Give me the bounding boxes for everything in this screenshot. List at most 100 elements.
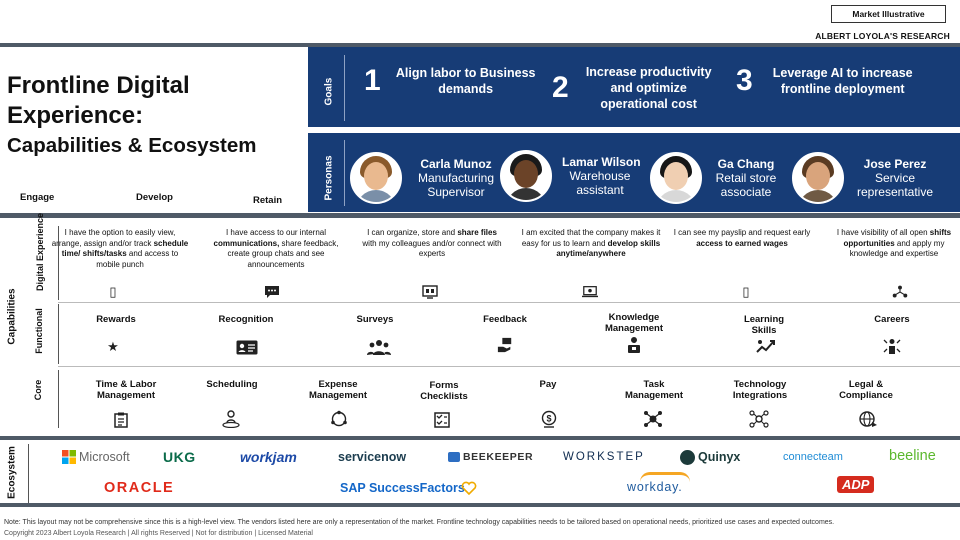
- avatar-body: [656, 190, 696, 202]
- goal-text: Leverage AI to increase frontline deploy…: [772, 66, 913, 96]
- vendor-ukg: UKG: [163, 449, 196, 465]
- footer-note: Note: This layout may not be comprehensi…: [4, 519, 835, 526]
- beekeeper-logo-icon: [448, 452, 460, 462]
- vendor-sap-successfactors: SAP SuccessFactors: [340, 481, 465, 495]
- vendor-servicenow: servicenow: [338, 450, 407, 464]
- share-screen-icon: [422, 284, 438, 300]
- title-line-3: Capabilities & Ecosystem: [7, 134, 257, 157]
- digital-item-wages: I can see my payslip and request early a…: [673, 228, 811, 248]
- digital-item-files: I can organize, store and share files wi…: [362, 228, 502, 258]
- cap-task-management: Task Management: [624, 379, 684, 401]
- goal-number: 1: [364, 64, 381, 97]
- cap-careers: Careers: [874, 314, 910, 325]
- vendor-beeline: beeline: [889, 448, 936, 464]
- persona-info: Lamar Wilson Warehouse assistant: [562, 155, 641, 197]
- persona-lamar[interactable]: Lamar Wilson Warehouse assistant: [500, 150, 641, 202]
- avatar: [650, 152, 702, 204]
- dollar-coin-icon: $: [540, 410, 558, 428]
- persona-carla[interactable]: Carla Munoz Manufacturing Supervisor: [350, 152, 500, 204]
- functional-label: Functional: [34, 308, 44, 354]
- task-network-icon: [643, 411, 663, 427]
- ecosystem-bottom-divider: [0, 503, 960, 507]
- ecosystem-top-divider: [0, 436, 960, 440]
- vendor-workday: workday.: [627, 480, 683, 494]
- functional-bar: [58, 304, 59, 364]
- group-icon: [367, 339, 391, 355]
- persona-role: Manufacturing Supervisor: [417, 171, 495, 199]
- top-divider: [0, 43, 960, 47]
- research-label: ALBERT LOYOLA'S RESEARCH: [815, 31, 950, 41]
- cap-pay: Pay: [539, 379, 557, 390]
- persona-info: Carla Munoz Manufacturing Supervisor: [412, 157, 500, 199]
- quinyx-logo-icon: [680, 450, 695, 465]
- vendor-oracle: ORACLE: [104, 480, 175, 496]
- cap-surveys: Surveys: [356, 314, 394, 325]
- vendor-connecteam: connecteam: [783, 451, 843, 463]
- cap-rewards: Rewards: [96, 314, 136, 325]
- persona-jose[interactable]: Jose Perez Service representative: [792, 152, 936, 204]
- persona-info: Jose Perez Service representative: [854, 157, 936, 199]
- page-title: Frontline Digital Experience: Capabiliti…: [7, 71, 307, 161]
- avatar-face: [806, 162, 830, 190]
- feedback-hand-icon: [497, 337, 513, 353]
- goals-panel: [308, 47, 960, 127]
- goals-divider: [344, 55, 345, 121]
- workday-arc-icon: [640, 472, 690, 482]
- digital-experience-label: Digital Experience: [35, 212, 45, 291]
- market-illustrative-tag: Market Illustrative: [831, 5, 946, 23]
- avatar: [500, 150, 552, 202]
- capabilities-top-divider: [0, 213, 960, 218]
- stage-engage: Engage: [20, 192, 55, 203]
- personas-label: Personas: [323, 155, 335, 201]
- form-checklist-icon: [434, 412, 450, 428]
- avatar-body: [798, 190, 838, 202]
- persona-info: Ga Chang Retail store associate: [712, 157, 780, 199]
- vendor-microsoft: Microsoft: [79, 450, 130, 464]
- cap-forms-checklists: Forms Checklists: [420, 380, 468, 402]
- ecosystem-label: Ecosystem: [6, 446, 18, 499]
- microsoft-logo: [62, 450, 76, 469]
- vendor-workjam: workjam: [240, 449, 297, 465]
- cap-feedback: Feedback: [483, 314, 527, 325]
- svg-text:$: $: [546, 414, 551, 424]
- goal-number: 2: [552, 71, 569, 104]
- scheduling-person-icon: [222, 410, 240, 428]
- integration-gears-icon: [749, 410, 769, 428]
- goal-2: 2 Increase productivity and optimize ope…: [552, 64, 732, 112]
- goal-1: 1 Align labor to Business demands: [364, 64, 544, 98]
- elearning-icon: [582, 284, 598, 300]
- ecosystem-bar: [28, 444, 29, 504]
- career-person-icon: [883, 338, 901, 354]
- persona-role: Warehouse assistant: [569, 169, 631, 197]
- globe-compliance-icon: [858, 411, 878, 427]
- avatar-face: [664, 162, 688, 190]
- personas-divider: [344, 140, 345, 206]
- cap-expense-management: Expense Management: [308, 379, 368, 401]
- persona-role: Retail store associate: [715, 171, 777, 199]
- digital-item-communications: I have access to our internal communicat…: [213, 228, 339, 269]
- star-icon: ★: [107, 339, 119, 354]
- mobile-icon: ▯: [109, 284, 117, 299]
- avatar: [350, 152, 402, 204]
- cap-legal-compliance: Legal & Compliance: [839, 379, 893, 401]
- title-line-1: Frontline Digital: [7, 72, 190, 99]
- capabilities-label: Capabilities: [6, 288, 18, 345]
- cap-scheduling: Scheduling: [206, 379, 258, 390]
- core-label: Core: [33, 379, 43, 401]
- goal-text: Increase productivity and optimize opera…: [585, 65, 712, 111]
- persona-role: Service representative: [856, 171, 934, 199]
- digital-bar: [58, 226, 59, 300]
- row-divider: [58, 302, 960, 303]
- persona-name: Jose Perez: [863, 157, 927, 171]
- growth-skills-icon: [756, 338, 776, 354]
- persona-ga[interactable]: Ga Chang Retail store associate: [650, 152, 780, 204]
- cap-time-labor: Time & Labor Management: [95, 379, 157, 401]
- digital-item-schedule: I have the option to easily view, arrang…: [51, 228, 189, 269]
- goal-3: 3 Leverage AI to increase frontline depl…: [736, 64, 936, 98]
- chat-icon: [264, 284, 280, 300]
- cap-technology-integrations: Technology Integrations: [732, 379, 788, 401]
- goal-text: Align labor to Business demands: [395, 66, 536, 96]
- sap-heart-icon: [461, 481, 477, 500]
- avatar: [792, 152, 844, 204]
- knowledge-person-icon: [626, 337, 642, 353]
